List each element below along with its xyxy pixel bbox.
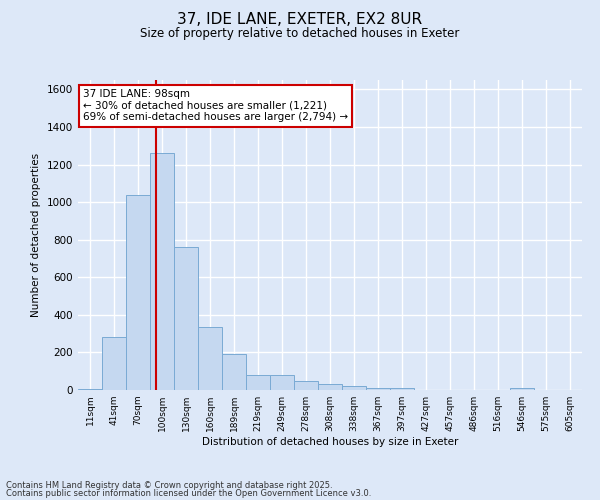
Bar — [246, 375, 270, 390]
Bar — [294, 380, 318, 390]
Bar — [318, 384, 342, 390]
Text: 37 IDE LANE: 98sqm
← 30% of detached houses are smaller (1,221)
69% of semi-deta: 37 IDE LANE: 98sqm ← 30% of detached hou… — [83, 90, 348, 122]
Text: Size of property relative to detached houses in Exeter: Size of property relative to detached ho… — [140, 28, 460, 40]
Bar — [342, 386, 366, 390]
Text: Contains public sector information licensed under the Open Government Licence v3: Contains public sector information licen… — [6, 489, 371, 498]
Bar — [390, 388, 414, 390]
Bar — [150, 154, 174, 390]
X-axis label: Distribution of detached houses by size in Exeter: Distribution of detached houses by size … — [202, 437, 458, 447]
Bar — [198, 327, 222, 390]
Text: 37, IDE LANE, EXETER, EX2 8UR: 37, IDE LANE, EXETER, EX2 8UR — [178, 12, 422, 28]
Bar — [510, 388, 534, 390]
Bar — [366, 388, 390, 390]
Bar — [102, 338, 126, 390]
Bar — [126, 194, 150, 390]
Bar — [174, 247, 198, 390]
Bar — [78, 389, 102, 390]
Text: Contains HM Land Registry data © Crown copyright and database right 2025.: Contains HM Land Registry data © Crown c… — [6, 480, 332, 490]
Y-axis label: Number of detached properties: Number of detached properties — [31, 153, 41, 317]
Bar — [222, 354, 246, 390]
Bar — [270, 375, 294, 390]
